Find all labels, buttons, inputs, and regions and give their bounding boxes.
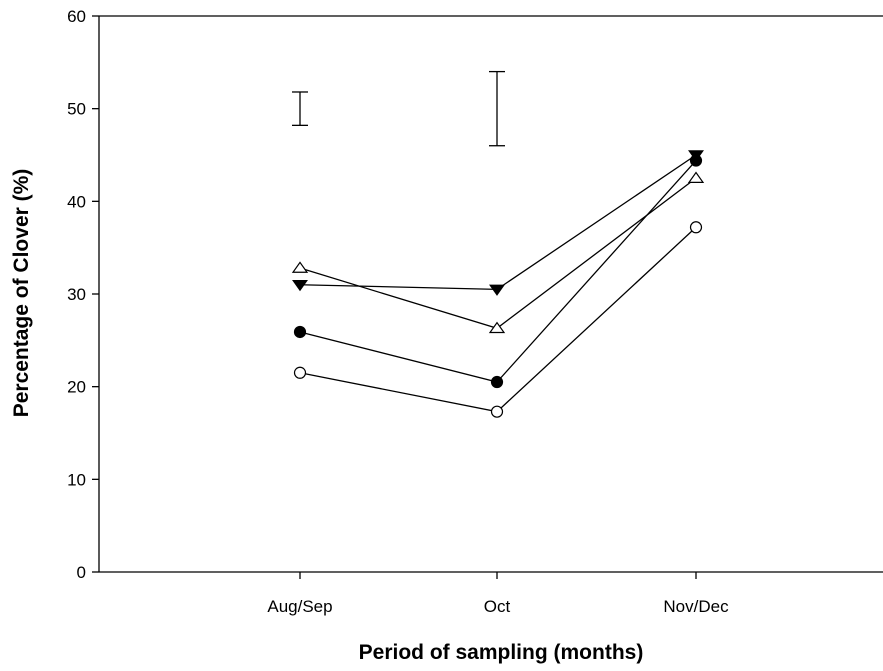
chart-error-bars	[292, 70, 505, 147]
x-tick-label: Nov/Dec	[663, 597, 729, 616]
data-point-series-2	[488, 321, 506, 334]
data-point-series-4	[490, 405, 504, 418]
y-tick-label: 20	[67, 378, 86, 397]
data-point-series-4	[689, 221, 703, 234]
x-tick-label: Aug/Sep	[267, 597, 332, 616]
series-line-3	[299, 160, 697, 383]
data-point-series-3	[293, 325, 307, 339]
y-tick-label: 60	[67, 7, 86, 26]
data-point-series-1	[489, 284, 505, 296]
x-tick-label: Oct	[484, 597, 511, 616]
y-tick-label: 10	[67, 470, 86, 489]
x-axis-title: Period of sampling (months)	[359, 641, 644, 664]
chart-series	[291, 150, 705, 418]
data-point-series-3	[689, 154, 703, 167]
y-tick-label: 30	[67, 285, 86, 304]
y-tick-label: 0	[77, 563, 86, 582]
y-axis-title: Percentage of Clover (%)	[10, 169, 33, 418]
data-point-series-2	[687, 171, 705, 183]
data-point-series-1	[292, 280, 308, 292]
series-line-2	[299, 177, 697, 330]
data-point-series-3	[490, 375, 504, 389]
data-point-series-4	[293, 366, 307, 379]
chart-axes: 0 10 20 30 40 50 60 Aug/Sep Oct Nov/Dec	[67, 7, 883, 616]
y-tick-label: 40	[67, 192, 86, 211]
data-point-series-2	[291, 261, 309, 273]
y-tick-label: 50	[67, 100, 86, 119]
